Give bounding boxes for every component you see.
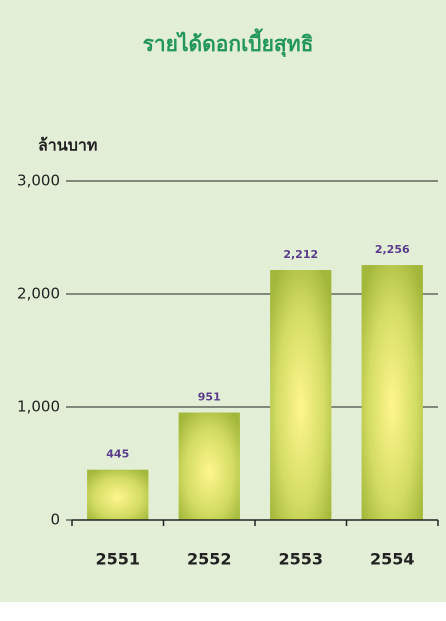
y-tick-label: 3,000 bbox=[17, 172, 60, 190]
y-tick-label: 0 bbox=[50, 511, 60, 529]
value-label: 2,256 bbox=[375, 243, 410, 256]
x-tick-label: 2552 bbox=[187, 550, 232, 569]
value-label: 2,212 bbox=[283, 248, 318, 261]
x-tick-label: 2553 bbox=[278, 550, 323, 569]
y-tick-label: 1,000 bbox=[17, 398, 60, 416]
x-tick-label: 2554 bbox=[370, 550, 415, 569]
value-label: 951 bbox=[198, 391, 221, 404]
y-axis-label: ล้านบาท bbox=[38, 136, 97, 155]
bar bbox=[87, 469, 149, 520]
bar bbox=[361, 265, 423, 520]
bar bbox=[178, 412, 240, 520]
bar bbox=[270, 270, 332, 520]
chart-title: รายได้ดอกเบี้ยสุทธิ bbox=[143, 28, 314, 58]
y-tick-label: 2,000 bbox=[17, 285, 60, 303]
x-tick-label: 2551 bbox=[95, 550, 140, 569]
value-label: 445 bbox=[106, 448, 129, 461]
